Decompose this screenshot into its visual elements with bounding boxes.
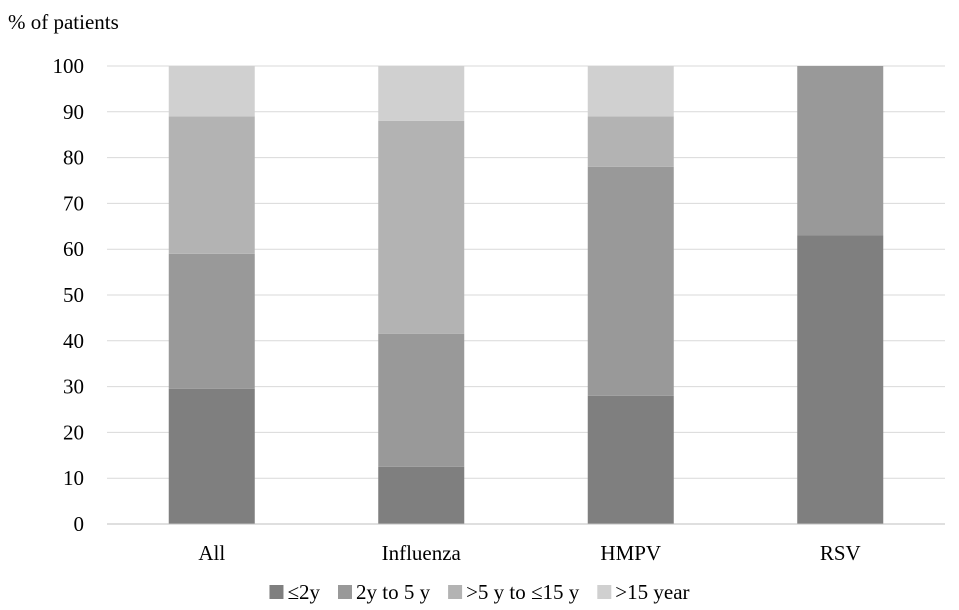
bar-segment — [587, 116, 674, 167]
bar-segment — [587, 166, 674, 396]
legend-label: >15 year — [615, 580, 689, 604]
bar-segment — [587, 395, 674, 524]
bar-segment — [168, 116, 255, 254]
y-tick-label: 70 — [63, 191, 84, 215]
y-tick-label: 60 — [63, 237, 84, 261]
y-tick-label: 20 — [63, 420, 84, 444]
bar-segment — [378, 120, 465, 334]
x-category-label: All — [198, 541, 225, 565]
bar-segment — [797, 66, 884, 236]
y-tick-label: 40 — [63, 329, 84, 353]
y-tick-label: 10 — [63, 466, 84, 490]
legend-swatch — [597, 585, 612, 599]
legend-label: >5 y to ≤15 y — [466, 580, 580, 604]
legend-swatch — [448, 585, 463, 599]
legend-label: 2y to 5 y — [356, 580, 431, 604]
bar-segment — [378, 466, 465, 524]
bars — [168, 66, 884, 524]
y-tick-label: 0 — [74, 512, 85, 536]
bar-segment — [168, 253, 255, 389]
y-tick-label: 100 — [53, 54, 85, 78]
bar-segment — [797, 235, 884, 524]
legend-swatch — [269, 585, 284, 599]
legend-swatch — [338, 585, 352, 599]
bar-segment — [168, 66, 255, 117]
x-category-label: RSV — [820, 541, 861, 565]
legend-label: ≤2y — [287, 580, 320, 604]
y-tick-label: 50 — [63, 283, 84, 307]
x-category-labels: All Influenza HMPV RSV — [198, 541, 860, 565]
bar-segment — [587, 66, 674, 117]
y-tick-label: 30 — [63, 375, 84, 399]
y-axis-title: % of patients — [8, 10, 119, 34]
legend: ≤2y 2y to 5 y >5 y to ≤15 y >15 year — [269, 580, 690, 604]
x-category-label: HMPV — [600, 541, 661, 565]
y-tick-label: 80 — [63, 146, 84, 170]
y-tick-labels: 0 10 20 30 40 50 60 70 80 90 100 — [53, 54, 85, 536]
bar-segment — [378, 66, 465, 121]
bar-segment — [378, 333, 465, 467]
x-category-label: Influenza — [382, 541, 462, 565]
y-tick-label: 90 — [63, 100, 84, 124]
bar-segment — [168, 388, 255, 524]
